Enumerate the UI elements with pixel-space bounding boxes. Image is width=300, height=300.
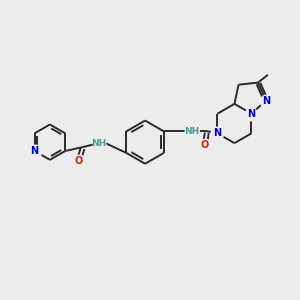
Text: N: N: [31, 146, 39, 156]
Text: NH: NH: [91, 139, 106, 148]
Text: N: N: [262, 96, 270, 106]
Text: N: N: [213, 128, 221, 138]
Text: O: O: [75, 156, 83, 166]
Text: NH: NH: [184, 127, 199, 136]
Text: O: O: [201, 140, 209, 150]
Text: N: N: [248, 109, 256, 119]
